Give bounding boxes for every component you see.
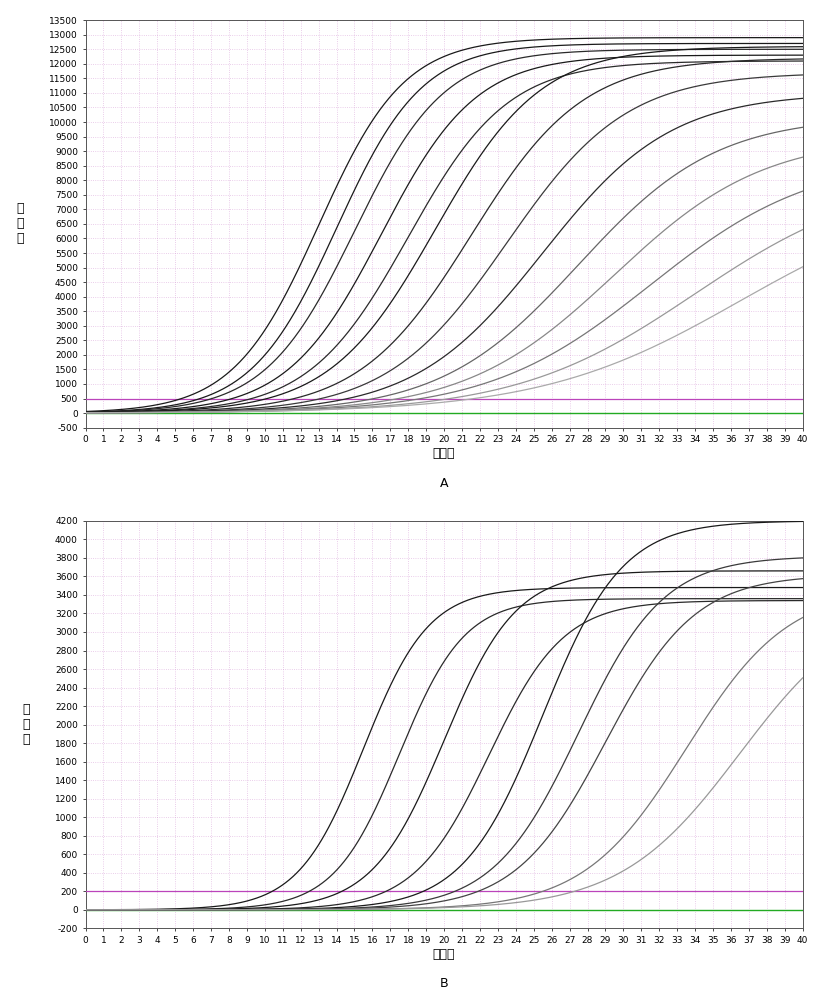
Text: B: B [440,977,449,990]
X-axis label: 循环数: 循环数 [433,447,455,460]
X-axis label: 循环数: 循环数 [433,948,455,961]
Text: A: A [440,477,448,490]
Y-axis label: 荧
光
値: 荧 光 値 [16,202,24,245]
Y-axis label: 荧
光
値: 荧 光 値 [22,703,30,746]
